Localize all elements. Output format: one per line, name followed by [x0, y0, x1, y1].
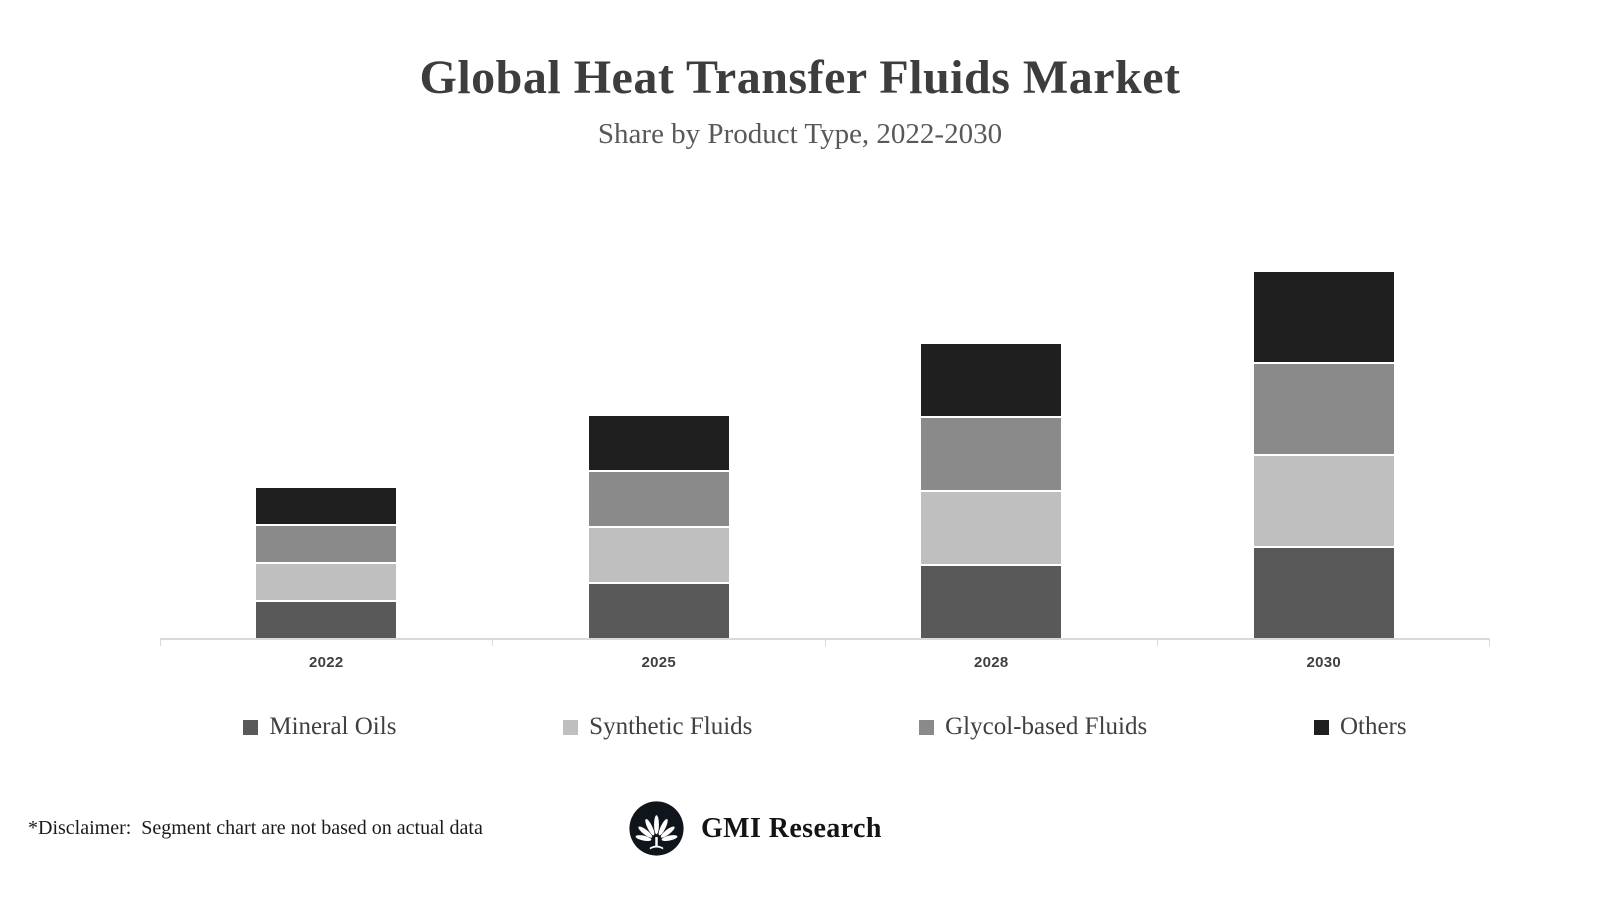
category-label-2030: 2030 [1306, 654, 1342, 671]
stacked-bar-2025 [588, 416, 729, 638]
legend: Mineral Oils Synthetic Fluids Glycol-based… [160, 713, 1490, 741]
category-label-2025: 2025 [641, 654, 677, 671]
plot-area [160, 270, 1490, 640]
bar-segment-mineral-oils-2030 [1253, 548, 1394, 638]
bar-segment-others-2022 [256, 488, 397, 524]
legend-label-synthetic-fluids: Synthetic Fluids [589, 713, 753, 740]
bar-segment-synthetic-fluids-2030 [1253, 456, 1394, 546]
legend-swatch-synthetic-fluids [563, 719, 579, 735]
axis-tick [1156, 640, 1489, 646]
legend-swatch-others [1313, 719, 1329, 735]
bar-segment-others-2025 [588, 416, 729, 470]
stacked-bar-chart: 2022 2025 2028 2030 [160, 270, 1490, 671]
bar-slot [825, 344, 1158, 638]
bar-slot [160, 488, 493, 638]
legend-item-synthetic-fluids: Synthetic Fluids [563, 713, 752, 741]
axis-tick [824, 640, 1157, 646]
x-axis-ticks [160, 640, 1490, 646]
axis-tick [160, 640, 492, 646]
bar-segment-synthetic-fluids-2022 [256, 564, 397, 600]
axis-tick [492, 640, 824, 646]
legend-item-others: Others [1313, 713, 1407, 741]
bar-segment-glycol-based-fluids-2030 [1253, 364, 1394, 454]
legend-item-glycol-based-fluids: Glycol-based Fluids [919, 713, 1147, 741]
stacked-bar-2022 [256, 488, 397, 638]
bar-segment-synthetic-fluids-2025 [588, 528, 729, 582]
bar-segment-mineral-oils-2025 [588, 584, 729, 638]
stacked-bar-2030 [1253, 272, 1394, 638]
chart-subtitle: Share by Product Type, 2022-2030 [597, 118, 1003, 150]
bar-slot [1158, 272, 1491, 638]
category-label-2028: 2028 [973, 654, 1009, 671]
x-axis-labels: 2022 2025 2028 2030 [160, 654, 1490, 671]
bar-segment-mineral-oils-2028 [921, 566, 1062, 638]
legend-label-glycol-based-fluids: Glycol-based Fluids [945, 713, 1148, 740]
legend-swatch-mineral-oils [243, 719, 259, 735]
legend-item-mineral-oils: Mineral Oils [243, 713, 396, 741]
disclaimer-text: *Disclaimer: Segment chart are not based… [28, 817, 483, 839]
bar-segment-glycol-based-fluids-2025 [588, 472, 729, 526]
chart-title: Global Heat Transfer Fluids Market [419, 51, 1181, 104]
legend-label-others: Others [1339, 713, 1407, 740]
stacked-bar-2028 [921, 344, 1062, 638]
bar-segment-synthetic-fluids-2028 [921, 492, 1062, 564]
category-label-2022: 2022 [308, 654, 344, 671]
brand-block: GMI Research [628, 800, 882, 857]
bar-segment-others-2028 [921, 344, 1062, 416]
brand-name: GMI Research [701, 812, 882, 844]
legend-swatch-glycol-based-fluids [919, 719, 935, 735]
legend-label-mineral-oils: Mineral Oils [269, 713, 397, 740]
bar-segment-glycol-based-fluids-2022 [256, 526, 397, 562]
bar-segment-mineral-oils-2022 [256, 602, 397, 638]
gmi-research-logo-icon [629, 801, 684, 856]
bar-slot [493, 416, 826, 638]
bar-segment-glycol-based-fluids-2028 [921, 418, 1062, 490]
bar-segment-others-2030 [1253, 272, 1394, 362]
